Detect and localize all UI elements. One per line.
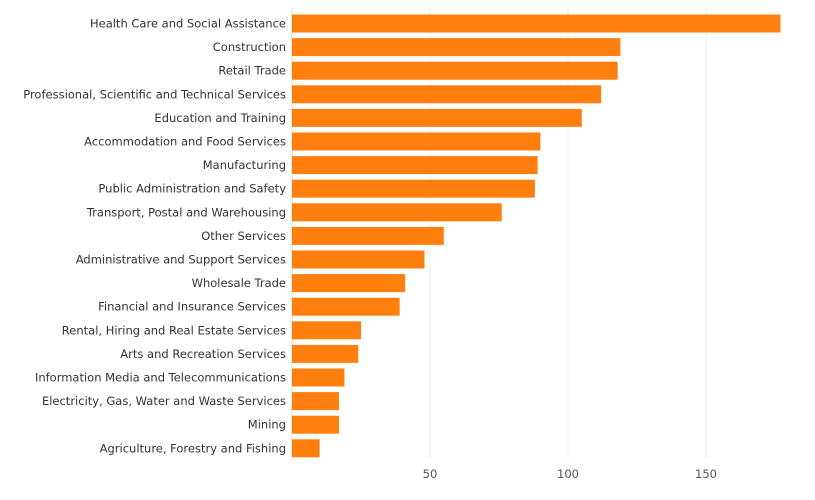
bar[interactable] — [292, 156, 538, 175]
bar[interactable] — [292, 274, 406, 293]
category-label: Administrative and Support Services — [76, 253, 286, 267]
x-tick-label: 50 — [423, 467, 438, 481]
bar[interactable] — [292, 415, 339, 434]
bar[interactable] — [292, 439, 320, 458]
category-label: Arts and Recreation Services — [120, 347, 286, 361]
bar[interactable] — [292, 297, 400, 316]
bar[interactable] — [292, 226, 444, 245]
x-tick-label: 100 — [557, 467, 579, 481]
category-label: Accommodation and Food Services — [84, 135, 286, 149]
category-labels: Health Care and Social Assistance Constru… — [23, 17, 286, 456]
category-label: Construction — [213, 40, 286, 54]
category-label: Wholesale Trade — [192, 276, 286, 290]
x-axis: 50 100 150 — [423, 467, 717, 481]
category-label: Transport, Postal and Warehousing — [86, 205, 286, 219]
bar[interactable] — [292, 14, 781, 33]
bar[interactable] — [292, 392, 339, 411]
bar[interactable] — [292, 108, 582, 127]
bar[interactable] — [292, 250, 425, 269]
category-label: Manufacturing — [203, 158, 286, 172]
category-label: Health Care and Social Assistance — [90, 17, 286, 31]
bar[interactable] — [292, 368, 345, 387]
category-label: Rental, Hiring and Real Estate Services — [62, 323, 286, 337]
category-label: Financial and Insurance Services — [98, 300, 286, 314]
category-label: Public Administration and Safety — [98, 182, 286, 196]
bar[interactable] — [292, 61, 618, 80]
category-label: Professional, Scientific and Technical S… — [23, 87, 286, 101]
category-label: Retail Trade — [218, 64, 286, 78]
category-label: Other Services — [201, 229, 286, 243]
bar[interactable] — [292, 132, 541, 151]
bar[interactable] — [292, 85, 602, 104]
bars — [292, 14, 781, 458]
bar[interactable] — [292, 179, 535, 198]
x-tick-label: 150 — [695, 467, 717, 481]
category-label: Electricity, Gas, Water and Waste Servic… — [42, 394, 286, 408]
category-label: Information Media and Telecommunications — [35, 371, 286, 385]
bar[interactable] — [292, 344, 359, 363]
bar[interactable] — [292, 38, 621, 57]
bar[interactable] — [292, 203, 502, 222]
bar[interactable] — [292, 321, 361, 340]
category-label: Mining — [248, 418, 286, 432]
category-label: Agriculture, Forestry and Fishing — [100, 441, 286, 455]
category-label: Education and Training — [154, 111, 286, 125]
